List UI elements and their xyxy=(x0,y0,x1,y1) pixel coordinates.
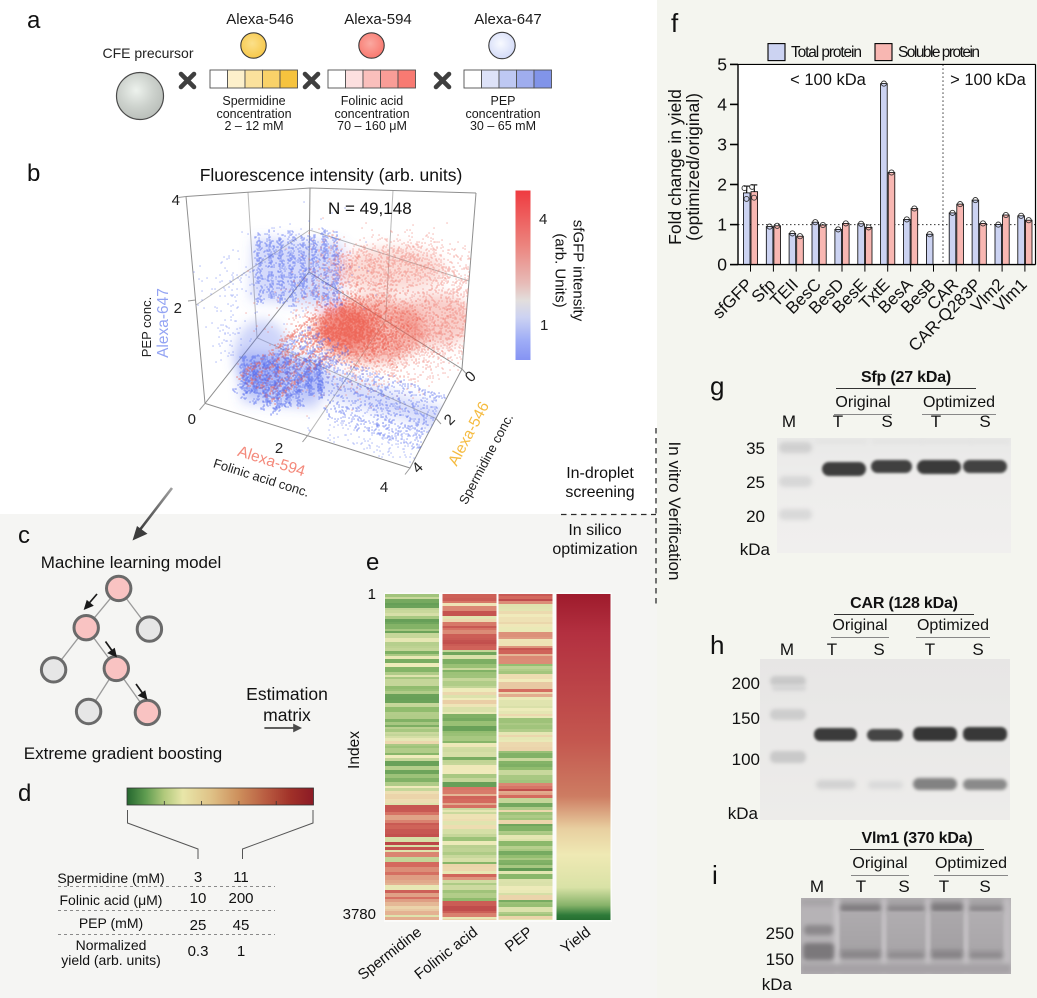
svg-text:2: 2 xyxy=(441,411,459,429)
svg-text:(arb. Units): (arb. Units) xyxy=(552,233,569,307)
svg-text:0: 0 xyxy=(188,411,196,428)
svg-text:2: 2 xyxy=(275,440,283,457)
svg-text:Total protein: Total protein xyxy=(791,44,862,61)
svg-text:2: 2 xyxy=(717,175,727,195)
svg-text:0: 0 xyxy=(717,255,727,275)
svg-text:Soluble protein: Soluble protein xyxy=(898,44,980,61)
svg-text:Folinic acid: Folinic acid xyxy=(411,924,481,984)
svg-text:3: 3 xyxy=(717,135,727,155)
svg-text:5: 5 xyxy=(717,54,727,74)
svg-text:Alexa-647: Alexa-647 xyxy=(155,288,172,358)
svg-text:4: 4 xyxy=(409,459,427,477)
svg-text:> 100 kDa: > 100 kDa xyxy=(950,71,1026,89)
svg-text:4: 4 xyxy=(380,479,388,496)
svg-text:1: 1 xyxy=(540,317,548,334)
svg-text:0: 0 xyxy=(462,368,480,386)
svg-text:Fluorescence intensity (arb. u: Fluorescence intensity (arb. units) xyxy=(200,165,463,185)
svg-text:Yield: Yield xyxy=(558,924,594,958)
svg-text:PEP: PEP xyxy=(502,924,536,956)
svg-text:2: 2 xyxy=(174,300,182,317)
svg-text:4: 4 xyxy=(539,211,547,228)
svg-text:sfGFP: sfGFP xyxy=(709,275,756,322)
svg-text:PEP conc.: PEP conc. xyxy=(139,297,154,357)
svg-text:< 100 kDa: < 100 kDa xyxy=(790,71,866,89)
svg-text:4: 4 xyxy=(717,94,727,114)
svg-text:sfGFP intensity: sfGFP intensity xyxy=(570,220,587,322)
svg-text:4: 4 xyxy=(172,192,180,209)
svg-text:N = 49,148: N = 49,148 xyxy=(328,199,412,218)
svg-text:1: 1 xyxy=(717,215,727,235)
